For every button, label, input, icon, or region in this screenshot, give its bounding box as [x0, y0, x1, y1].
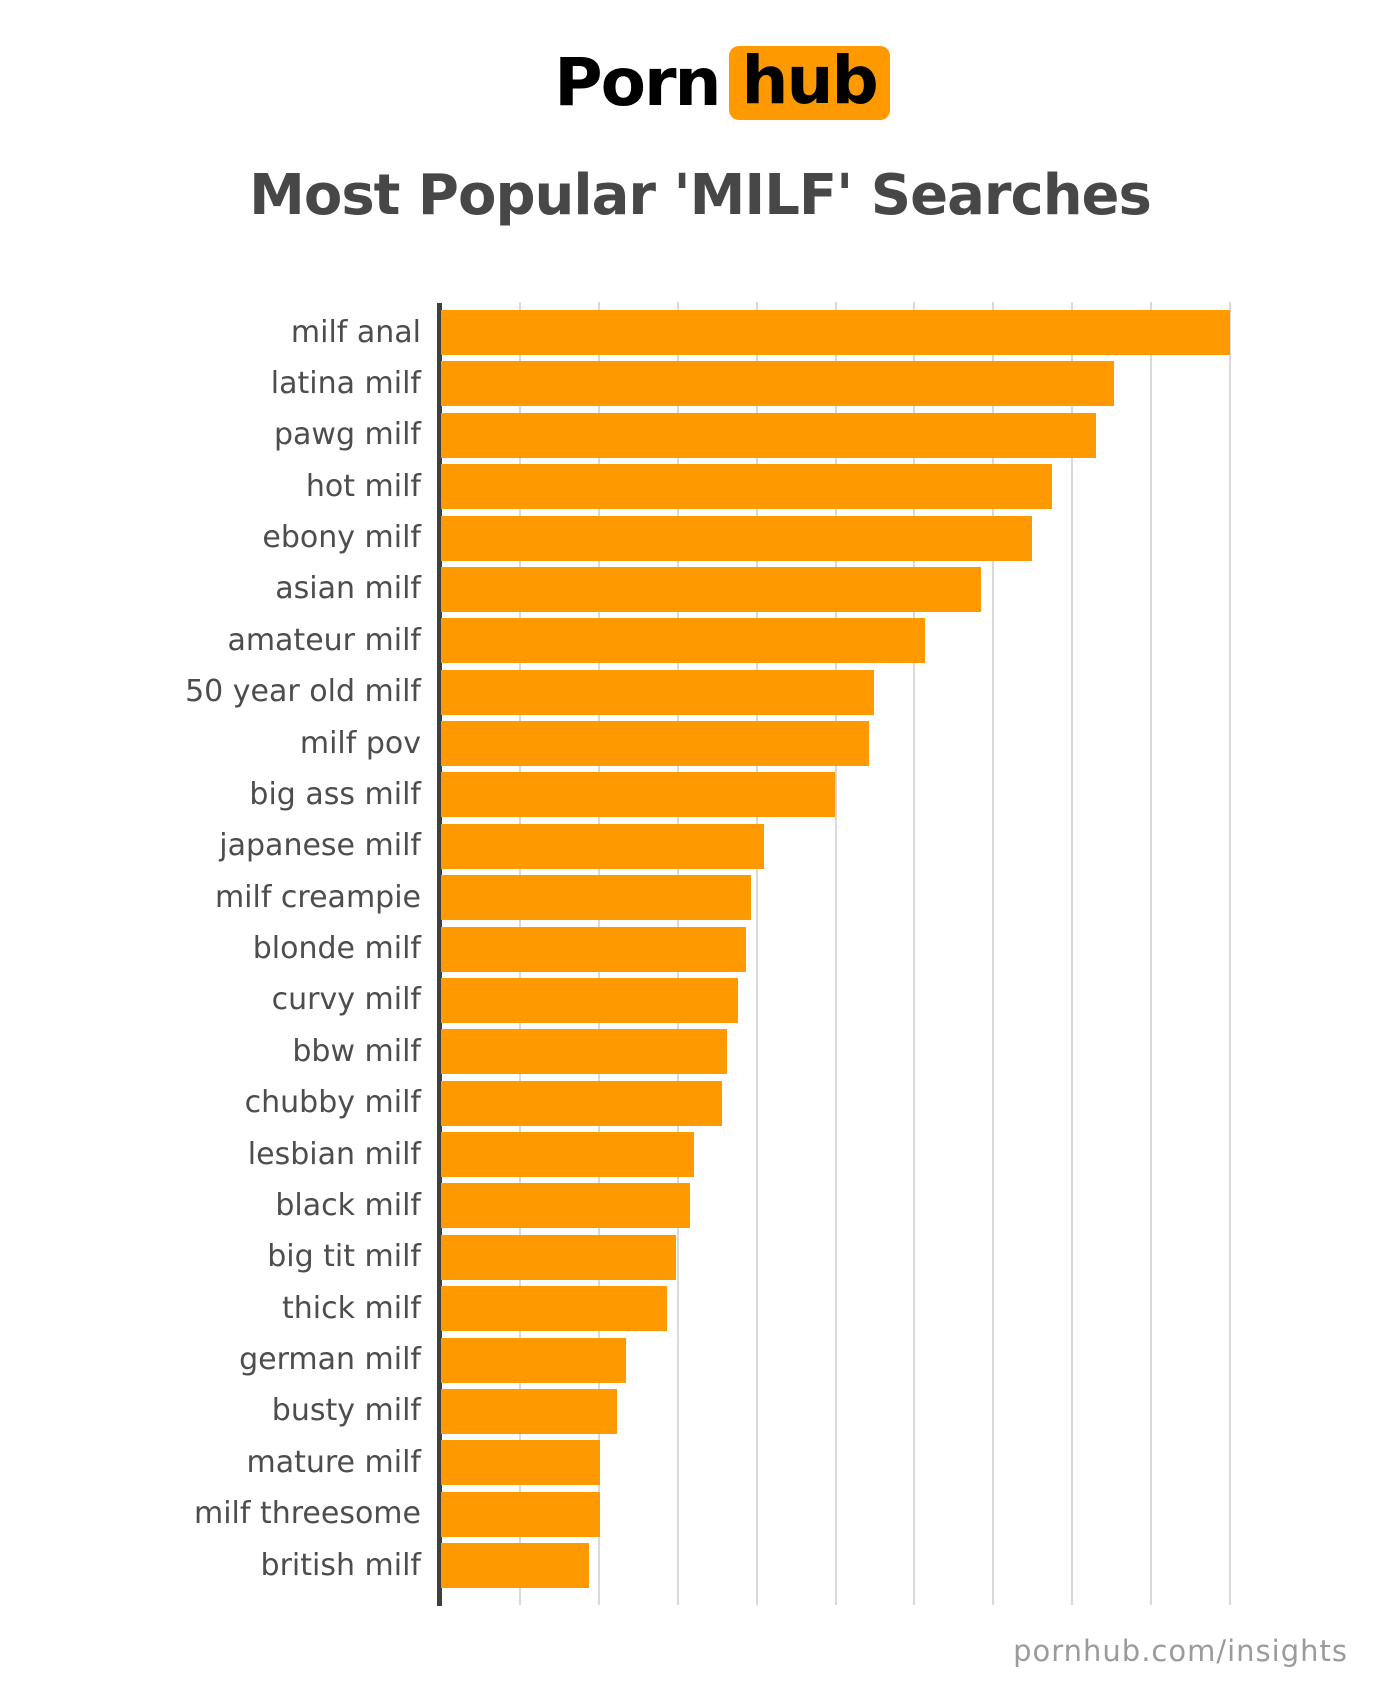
- bar-ebony-milf: [441, 515, 1032, 561]
- category-label-50-year-old-milf: 50 year old milf: [185, 674, 421, 710]
- category-label-milf-anal: milf anal: [290, 314, 421, 350]
- bar-asian-milf: [441, 566, 982, 612]
- bar-bbw-milf: [441, 1029, 728, 1075]
- y-axis-line: [437, 303, 442, 1606]
- bar-pawg-milf: [441, 412, 1096, 458]
- bar-german-milf: [441, 1337, 626, 1383]
- category-label-milf-creampie: milf creampie: [214, 879, 421, 915]
- bar-milf-creampie: [441, 875, 752, 921]
- bar-big-ass-milf: [441, 772, 835, 818]
- bar-milf-pov: [441, 721, 869, 766]
- category-label-bbw-milf: bbw milf: [292, 1033, 421, 1069]
- bar-milf-anal: [441, 310, 1230, 355]
- bar-big-tit-milf: [441, 1234, 677, 1280]
- chart-title: Most Popular 'MILF' Searches: [249, 163, 1152, 228]
- category-label-lesbian-milf: lesbian milf: [247, 1136, 421, 1172]
- category-label-black-milf: black milf: [275, 1187, 421, 1223]
- bar-british-milf: [441, 1543, 589, 1588]
- gridline: [1071, 302, 1074, 1605]
- category-label-big-ass-milf: big ass milf: [249, 776, 421, 812]
- category-label-pawg-milf: pawg milf: [274, 417, 421, 453]
- category-label-thick-milf: thick milf: [282, 1290, 421, 1326]
- bar-japanese-milf: [441, 823, 764, 869]
- category-label-mature-milf: mature milf: [246, 1444, 421, 1480]
- bar-blonde-milf: [441, 926, 747, 972]
- category-label-hot-milf: hot milf: [305, 468, 421, 504]
- bar-50-year-old-milf: [441, 669, 875, 715]
- logo-hub-badge: hub: [728, 46, 890, 120]
- gridline: [913, 302, 916, 1605]
- category-label-german-milf: german milf: [239, 1342, 421, 1377]
- category-label-japanese-milf: japanese milf: [219, 828, 421, 864]
- bar-amateur-milf: [441, 618, 926, 664]
- bar-milf-threesome: [441, 1491, 600, 1537]
- category-label-latina-milf: latina milf: [270, 365, 421, 401]
- category-label-big-tit-milf: big tit milf: [267, 1239, 421, 1275]
- gridline: [1150, 302, 1153, 1605]
- pornhub-logo: Porn hub: [22, 46, 1400, 120]
- category-label-milf-threesome: milf threesome: [193, 1496, 421, 1532]
- bar-chubby-milf: [441, 1080, 722, 1126]
- gridline: [992, 302, 995, 1605]
- bar-thick-milf: [441, 1286, 668, 1332]
- bar-lesbian-milf: [441, 1132, 695, 1177]
- bar-latina-milf: [441, 361, 1115, 407]
- source-credit: pornhub.com/insights: [1013, 1634, 1348, 1668]
- gridline: [834, 302, 837, 1605]
- category-label-blonde-milf: blonde milf: [252, 931, 421, 966]
- bar-mature-milf: [441, 1440, 601, 1486]
- category-label-milf-pov: milf pov: [299, 725, 421, 761]
- gridline: [755, 302, 758, 1605]
- logo-porn-text: Porn: [554, 44, 721, 121]
- bar-black-milf: [441, 1183, 690, 1229]
- bar-busty-milf: [441, 1388, 617, 1434]
- bar-curvy-milf: [441, 977, 738, 1023]
- category-label-amateur-milf: amateur milf: [227, 622, 421, 658]
- gridline: [1229, 302, 1231, 1605]
- category-label-asian-milf: asian milf: [275, 571, 421, 607]
- category-label-chubby-milf: chubby milf: [244, 1085, 421, 1121]
- category-label-busty-milf: busty milf: [271, 1393, 421, 1429]
- category-label-curvy-milf: curvy milf: [271, 982, 421, 1018]
- category-label-british-milf: british milf: [260, 1547, 421, 1583]
- category-label-ebony-milf: ebony milf: [262, 520, 421, 555]
- bar-hot-milf: [441, 464, 1052, 510]
- plot-area: [441, 302, 1241, 1605]
